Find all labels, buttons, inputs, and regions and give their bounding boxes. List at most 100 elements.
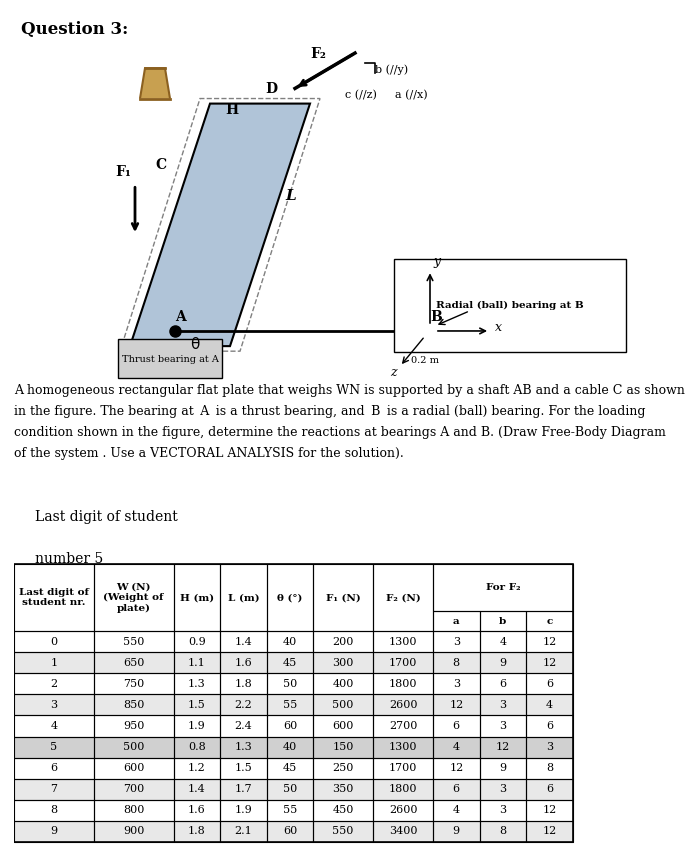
Bar: [313, 778, 373, 800]
Bar: [14, 716, 94, 736]
Text: 6: 6: [546, 784, 553, 794]
Bar: [313, 631, 373, 652]
Text: 1300: 1300: [389, 742, 417, 752]
Text: A homogeneous rectangular flat plate that weighs WN is supported by a shaft AB a: A homogeneous rectangular flat plate tha…: [14, 384, 685, 460]
Bar: [94, 694, 173, 716]
Bar: [480, 778, 526, 800]
Bar: [94, 800, 173, 820]
Text: 4: 4: [453, 742, 460, 752]
Bar: [94, 758, 173, 778]
Bar: [480, 631, 526, 652]
Text: A: A: [175, 310, 186, 324]
Text: z: z: [390, 367, 396, 380]
Bar: [173, 673, 220, 694]
Text: 12: 12: [543, 637, 556, 647]
Bar: [433, 631, 480, 652]
Bar: [220, 758, 267, 778]
Bar: [220, 820, 267, 842]
Bar: [313, 694, 373, 716]
Text: 250: 250: [333, 763, 354, 773]
Text: Last digit of student: Last digit of student: [35, 510, 177, 524]
Text: 1.6: 1.6: [188, 805, 206, 815]
Bar: [313, 673, 373, 694]
Text: x: x: [495, 321, 502, 334]
Bar: [173, 736, 220, 758]
Text: 3: 3: [499, 721, 507, 731]
Bar: [267, 652, 313, 673]
Text: 0.2 m: 0.2 m: [451, 336, 479, 345]
Text: b (//y): b (//y): [375, 64, 408, 76]
Bar: [267, 694, 313, 716]
Bar: [526, 820, 572, 842]
Bar: [373, 631, 433, 652]
Bar: [14, 694, 94, 716]
Bar: [94, 800, 173, 820]
Text: 3400: 3400: [389, 826, 417, 836]
Text: 1.4: 1.4: [188, 784, 206, 794]
Text: 4: 4: [50, 721, 58, 731]
Text: For F₂: For F₂: [486, 583, 520, 592]
Bar: [220, 778, 267, 800]
Bar: [14, 758, 94, 778]
Bar: [526, 800, 572, 820]
Text: 550: 550: [123, 637, 144, 647]
Bar: [173, 736, 220, 758]
Bar: [480, 820, 526, 842]
Bar: [267, 800, 313, 820]
Bar: [220, 631, 267, 652]
Bar: [267, 758, 313, 778]
Bar: [220, 673, 267, 694]
Bar: [433, 820, 480, 842]
Bar: [433, 736, 480, 758]
Bar: [480, 694, 526, 716]
Text: 6: 6: [453, 721, 460, 731]
Text: θ (°): θ (°): [277, 594, 303, 602]
Text: 1800: 1800: [389, 784, 417, 794]
Text: 2600: 2600: [389, 805, 417, 815]
Text: 9: 9: [499, 658, 507, 668]
Bar: [313, 652, 373, 673]
Bar: [526, 716, 572, 736]
Bar: [14, 800, 94, 820]
Text: y: y: [433, 255, 440, 268]
Text: 1.2: 1.2: [188, 763, 206, 773]
Text: 1.5: 1.5: [188, 700, 206, 710]
Text: 1.3: 1.3: [188, 679, 206, 689]
Text: L: L: [285, 189, 296, 203]
Bar: [480, 694, 526, 716]
Bar: [267, 758, 313, 778]
Bar: [373, 800, 433, 820]
Bar: [14, 652, 94, 673]
Bar: [526, 800, 572, 820]
Bar: [94, 716, 173, 736]
Bar: [433, 652, 480, 673]
Bar: [173, 778, 220, 800]
Bar: [313, 736, 373, 758]
Text: Thrust bearing at A: Thrust bearing at A: [121, 355, 218, 363]
Bar: [94, 736, 173, 758]
Bar: [267, 820, 313, 842]
Bar: [173, 778, 220, 800]
Text: 600: 600: [333, 721, 354, 731]
Bar: [526, 673, 572, 694]
Text: 60: 60: [283, 721, 297, 731]
Bar: [433, 694, 480, 716]
Bar: [220, 800, 267, 820]
Bar: [480, 631, 526, 652]
Text: 500: 500: [333, 700, 354, 710]
Text: 800: 800: [123, 805, 144, 815]
Bar: [433, 716, 480, 736]
Text: 7: 7: [51, 784, 58, 794]
Text: 3: 3: [499, 700, 507, 710]
Bar: [267, 778, 313, 800]
Bar: [373, 820, 433, 842]
Text: L (m): L (m): [227, 594, 259, 602]
Bar: [433, 611, 480, 631]
Bar: [173, 716, 220, 736]
Bar: [433, 564, 572, 611]
Bar: [173, 564, 220, 631]
Bar: [480, 778, 526, 800]
Bar: [173, 694, 220, 716]
Bar: [526, 736, 572, 758]
Bar: [433, 694, 480, 716]
